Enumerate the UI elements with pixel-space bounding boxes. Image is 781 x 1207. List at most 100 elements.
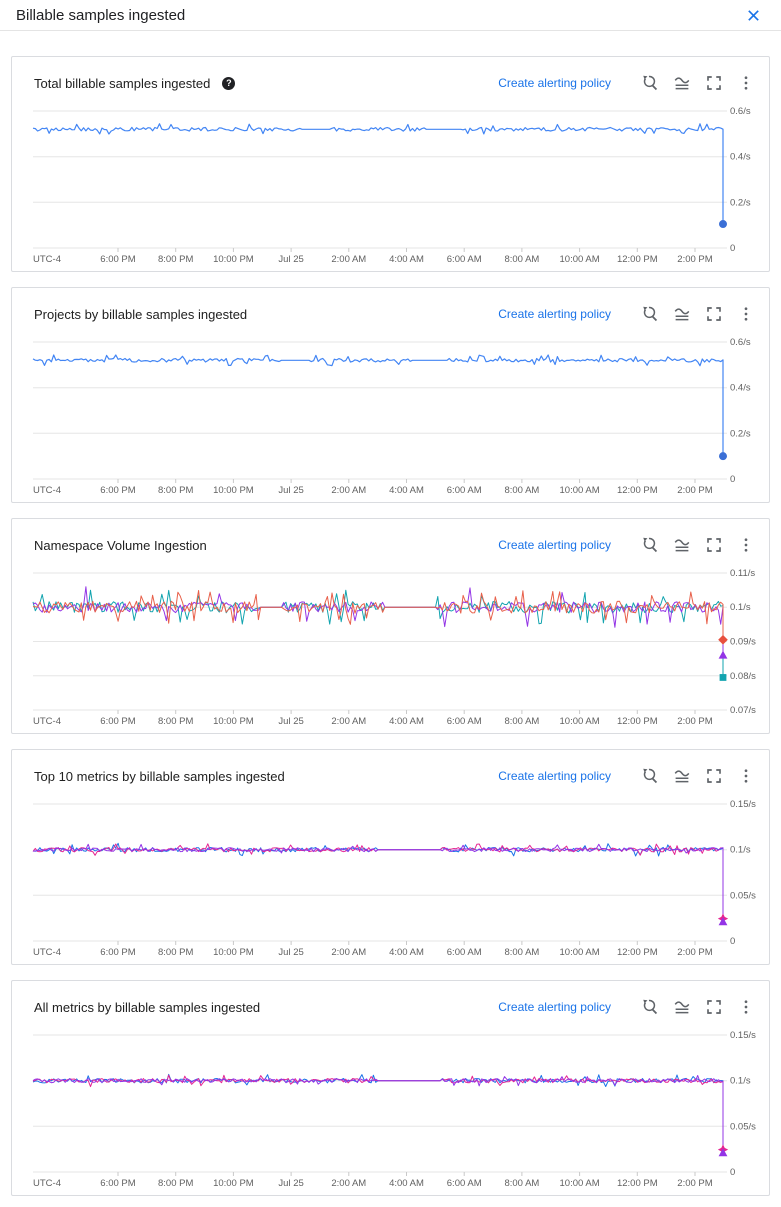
chart-canvas[interactable]: 0.11/s 0.1/s 0.09/s 0.08/s 0.07/s UTC-4 6:00 P… [13, 559, 770, 729]
y-gridlines [33, 803, 727, 942]
svg-text:4:00 AM: 4:00 AM [389, 947, 424, 958]
svg-text:6:00 PM: 6:00 PM [100, 1178, 135, 1189]
create-alerting-policy-link[interactable]: Create alerting policy [498, 769, 611, 783]
series-line [32, 354, 724, 457]
metrics-explorer-icon[interactable] [673, 536, 691, 554]
more-options-icon[interactable] [737, 998, 755, 1016]
fullscreen-icon[interactable] [705, 767, 723, 785]
chart-card-3: Namespace Volume Ingestion ? Create aler… [11, 518, 770, 734]
create-alerting-policy-link[interactable]: Create alerting policy [498, 538, 611, 552]
create-alerting-policy-link[interactable]: Create alerting policy [498, 307, 611, 321]
chart-series [32, 842, 724, 922]
svg-text:UTC-4: UTC-4 [33, 1178, 61, 1189]
more-options-icon[interactable] [737, 305, 755, 323]
svg-text:0.6/s: 0.6/s [730, 337, 751, 348]
svg-text:10:00 PM: 10:00 PM [213, 485, 254, 496]
close-button[interactable] [744, 6, 763, 25]
more-options-icon[interactable] [737, 767, 755, 785]
fullscreen-icon[interactable] [705, 536, 723, 554]
chart-area[interactable]: 0.15/s 0.1/s 0.05/s 0 UTC-4 6:00 PM 8:00 PM 10:… [12, 790, 770, 964]
fullscreen-icon[interactable] [705, 74, 723, 92]
series-end-marker [719, 452, 727, 461]
more-options-icon[interactable] [737, 536, 755, 554]
metrics-explorer-icon[interactable] [673, 767, 691, 785]
svg-text:10:00 AM: 10:00 AM [560, 485, 600, 496]
svg-text:0.2/s: 0.2/s [730, 428, 751, 439]
chart-canvas[interactable]: 0.15/s 0.1/s 0.05/s 0 UTC-4 6:00 PM 8:00 PM 10:… [13, 790, 770, 960]
svg-text:2:00 PM: 2:00 PM [677, 1178, 712, 1189]
chart-area[interactable]: 0.6/s 0.4/s 0.2/s 0 UTC-4 6:00 PM 8:00 PM 10:00… [12, 97, 770, 271]
svg-text:2:00 AM: 2:00 AM [331, 1178, 366, 1189]
svg-text:6:00 PM: 6:00 PM [100, 947, 135, 958]
chart-actions: Create alerting policy [498, 536, 755, 554]
chart-area[interactable]: 0.15/s 0.1/s 0.05/s 0 UTC-4 6:00 PM 8:00 PM 10:… [12, 1021, 770, 1195]
chart-area[interactable]: 0.11/s 0.1/s 0.09/s 0.08/s 0.07/s UTC-4 6:00 P… [12, 559, 770, 733]
svg-text:0: 0 [730, 474, 735, 485]
svg-text:8:00 AM: 8:00 AM [504, 1178, 539, 1189]
svg-text:6:00 AM: 6:00 AM [447, 485, 482, 496]
chart-card-2: Projects by billable samples ingested ? … [11, 287, 770, 503]
svg-text:0.4/s: 0.4/s [730, 152, 751, 163]
metrics-explorer-icon[interactable] [673, 305, 691, 323]
svg-text:0.1/s: 0.1/s [730, 602, 751, 613]
svg-text:Jul 25: Jul 25 [278, 716, 303, 727]
chart-series [32, 1073, 724, 1153]
svg-text:2:00 PM: 2:00 PM [677, 947, 712, 958]
zoom-reset-icon[interactable] [641, 767, 659, 785]
chart-actions: Create alerting policy [498, 767, 755, 785]
fullscreen-icon[interactable] [705, 305, 723, 323]
chart-canvas[interactable]: 0.15/s 0.1/s 0.05/s 0 UTC-4 6:00 PM 8:00 PM 10:… [13, 1021, 770, 1191]
y-gridlines [33, 341, 727, 480]
svg-text:Jul 25: Jul 25 [278, 254, 303, 265]
chart-series [32, 123, 724, 224]
series-end-marker [718, 1148, 728, 1157]
y-gridlines [33, 572, 727, 711]
svg-text:10:00 PM: 10:00 PM [213, 1178, 254, 1189]
svg-text:10:00 PM: 10:00 PM [213, 254, 254, 265]
chart-canvas[interactable]: 0.6/s 0.4/s 0.2/s 0 UTC-4 6:00 PM 8:00 PM 10:00… [13, 97, 770, 267]
svg-text:2:00 AM: 2:00 AM [331, 716, 366, 727]
svg-text:0.1/s: 0.1/s [730, 1076, 751, 1087]
svg-text:UTC-4: UTC-4 [33, 947, 61, 958]
svg-text:12:00 PM: 12:00 PM [617, 485, 658, 496]
svg-text:0.05/s: 0.05/s [730, 1121, 756, 1132]
zoom-reset-icon[interactable] [641, 998, 659, 1016]
chart-card-header: Top 10 metrics by billable samples inges… [12, 750, 769, 790]
help-icon[interactable]: ? [222, 76, 236, 90]
series-end-marker [718, 917, 728, 926]
x-axis: UTC-4 6:00 PM 8:00 PM 10:00 PM Jul 25 2:00 AM… [33, 1172, 713, 1189]
svg-text:8:00 PM: 8:00 PM [158, 1178, 193, 1189]
zoom-reset-icon[interactable] [641, 305, 659, 323]
svg-text:8:00 PM: 8:00 PM [158, 254, 193, 265]
chart-canvas[interactable]: 0.6/s 0.4/s 0.2/s 0 UTC-4 6:00 PM 8:00 PM 10:00… [13, 328, 770, 498]
zoom-reset-icon[interactable] [641, 74, 659, 92]
svg-text:Jul 25: Jul 25 [278, 947, 303, 958]
svg-text:6:00 AM: 6:00 AM [447, 716, 482, 727]
metrics-explorer-icon[interactable] [673, 998, 691, 1016]
svg-text:12:00 PM: 12:00 PM [617, 716, 658, 727]
svg-text:8:00 AM: 8:00 AM [504, 485, 539, 496]
chart-actions: Create alerting policy [498, 74, 755, 92]
x-axis: UTC-4 6:00 PM 8:00 PM 10:00 PM Jul 25 2:00 AM… [33, 941, 713, 958]
chart-series [32, 354, 724, 457]
x-axis: UTC-4 6:00 PM 8:00 PM 10:00 PM Jul 25 2:00 AM… [33, 248, 713, 265]
svg-text:0.08/s: 0.08/s [730, 671, 756, 682]
y-axis-labels: 0.6/s 0.4/s 0.2/s 0 [730, 337, 751, 485]
create-alerting-policy-link[interactable]: Create alerting policy [498, 76, 611, 90]
chart-area[interactable]: 0.6/s 0.4/s 0.2/s 0 UTC-4 6:00 PM 8:00 PM 10:00… [12, 328, 770, 502]
series-end-marker [719, 674, 727, 681]
cards-container: Total billable samples ingested ? Create… [0, 31, 781, 1207]
series-line [32, 123, 724, 224]
y-gridlines [33, 1034, 727, 1173]
svg-text:0.07/s: 0.07/s [730, 705, 756, 716]
zoom-reset-icon[interactable] [641, 536, 659, 554]
svg-text:2:00 AM: 2:00 AM [331, 485, 366, 496]
svg-text:4:00 AM: 4:00 AM [389, 1178, 424, 1189]
fullscreen-icon[interactable] [705, 998, 723, 1016]
svg-text:10:00 PM: 10:00 PM [213, 716, 254, 727]
series-end-marker [718, 650, 728, 659]
more-options-icon[interactable] [737, 74, 755, 92]
create-alerting-policy-link[interactable]: Create alerting policy [498, 1000, 611, 1014]
chart-actions: Create alerting policy [498, 998, 755, 1016]
metrics-explorer-icon[interactable] [673, 74, 691, 92]
